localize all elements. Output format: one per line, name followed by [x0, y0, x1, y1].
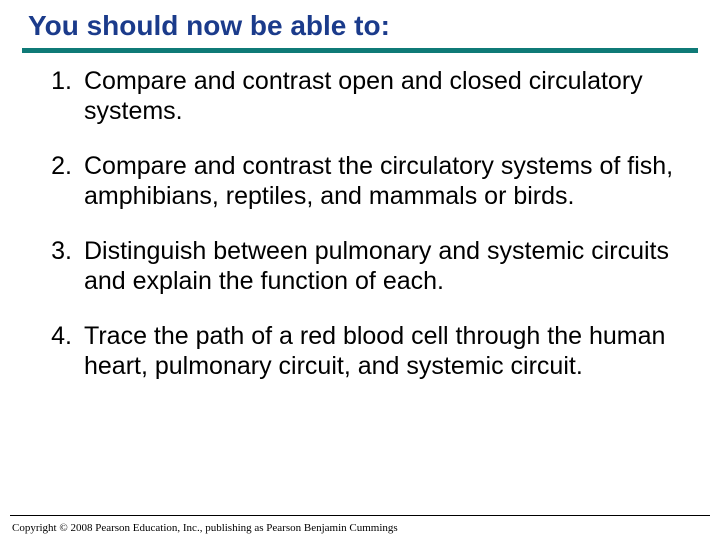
objectives-list: 1. Compare and contrast open and closed …	[40, 67, 700, 381]
footer-divider	[10, 515, 710, 516]
copyright-text: Copyright © 2008 Pearson Education, Inc.…	[12, 522, 398, 534]
item-number: 3.	[40, 237, 84, 267]
slide: You should now be able to: 1. Compare an…	[0, 0, 720, 540]
item-number: 1.	[40, 67, 84, 97]
item-number: 2.	[40, 152, 84, 182]
list-item: 1. Compare and contrast open and closed …	[40, 67, 700, 126]
item-text: Compare and contrast the circulatory sys…	[84, 152, 700, 211]
list-item: 2. Compare and contrast the circulatory …	[40, 152, 700, 211]
item-number: 4.	[40, 322, 84, 352]
list-item: 4. Trace the path of a red blood cell th…	[40, 322, 700, 381]
list-item: 3. Distinguish between pulmonary and sys…	[40, 237, 700, 296]
title-divider	[22, 48, 698, 53]
item-text: Compare and contrast open and closed cir…	[84, 67, 700, 126]
item-text: Distinguish between pulmonary and system…	[84, 237, 700, 296]
page-title: You should now be able to:	[0, 0, 720, 48]
item-text: Trace the path of a red blood cell throu…	[84, 322, 700, 381]
